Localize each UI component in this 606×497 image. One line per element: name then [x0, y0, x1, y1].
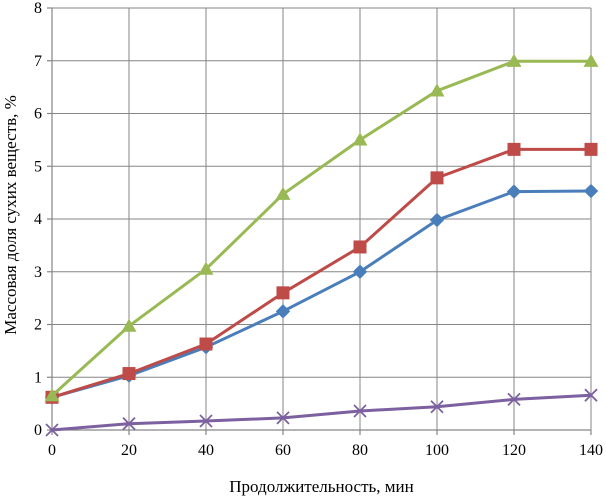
x-tick-label: 20	[121, 442, 137, 459]
series-layer	[44, 53, 599, 437]
series-line	[50, 147, 593, 399]
data-point	[275, 304, 291, 319]
x-tick-label: 40	[198, 442, 214, 459]
axis-layer	[47, 7, 592, 435]
data-point-stroke	[122, 417, 136, 431]
data-point	[429, 212, 445, 228]
data-point	[506, 184, 522, 199]
y-tick-label: 4	[34, 211, 42, 228]
data-point-stroke	[507, 392, 521, 407]
grid-layer	[52, 7, 592, 430]
data-point	[583, 183, 599, 199]
data-point-stroke	[276, 411, 290, 425]
data-point	[429, 83, 445, 97]
data-point	[584, 142, 598, 156]
series-line	[50, 393, 593, 432]
y-tick-label: 5	[34, 158, 42, 175]
data-point	[507, 142, 521, 156]
data-point-stroke	[430, 400, 444, 414]
series-line	[50, 59, 593, 398]
y-tick-label: 6	[34, 106, 42, 123]
data-point	[122, 367, 136, 381]
data-point-stroke	[584, 388, 598, 402]
y-tick-label: 2	[34, 317, 42, 334]
data-point-stroke	[199, 414, 213, 428]
y-tick-label: 1	[34, 369, 42, 386]
x-axis-title: Продолжительность, мин	[229, 477, 413, 496]
data-point-stroke	[353, 404, 367, 418]
x-tick-label: 140	[579, 442, 603, 459]
y-tick-label: 7	[34, 53, 42, 70]
x-tick-label: 0	[48, 442, 56, 459]
data-point	[583, 53, 599, 67]
x-tick-label: 120	[502, 442, 526, 459]
data-point	[430, 171, 444, 185]
y-axis-title: Массовая доля сухих веществ, %	[1, 95, 20, 335]
data-point	[430, 400, 444, 414]
data-point	[276, 411, 290, 425]
data-point	[276, 286, 290, 300]
data-point	[507, 392, 521, 407]
tick-label-layer: 0 20 40 60 80 100 120 140 0 1 2 3 4 5 6 7 8	[34, 0, 603, 459]
data-point	[198, 261, 214, 275]
series-2	[45, 142, 598, 404]
series-line	[50, 189, 593, 399]
data-point	[275, 186, 291, 200]
data-point	[352, 132, 368, 146]
x-tick-label: 60	[275, 442, 291, 459]
data-point	[353, 240, 367, 254]
data-point	[122, 417, 136, 431]
data-point-stroke	[45, 423, 59, 437]
data-point	[584, 388, 598, 402]
data-point	[121, 318, 137, 332]
data-point	[353, 404, 367, 418]
x-tick-label: 80	[352, 442, 368, 459]
data-point	[45, 423, 59, 437]
y-tick-label: 8	[34, 0, 42, 17]
data-point	[352, 264, 368, 279]
data-point	[506, 53, 522, 67]
x-tick-label: 100	[425, 442, 449, 459]
data-point	[199, 414, 213, 428]
data-point	[44, 388, 60, 402]
y-tick-label: 0	[34, 422, 42, 439]
series-3	[44, 53, 599, 402]
y-tick-label: 3	[34, 264, 42, 281]
data-point	[199, 337, 213, 351]
series-4	[45, 388, 598, 437]
